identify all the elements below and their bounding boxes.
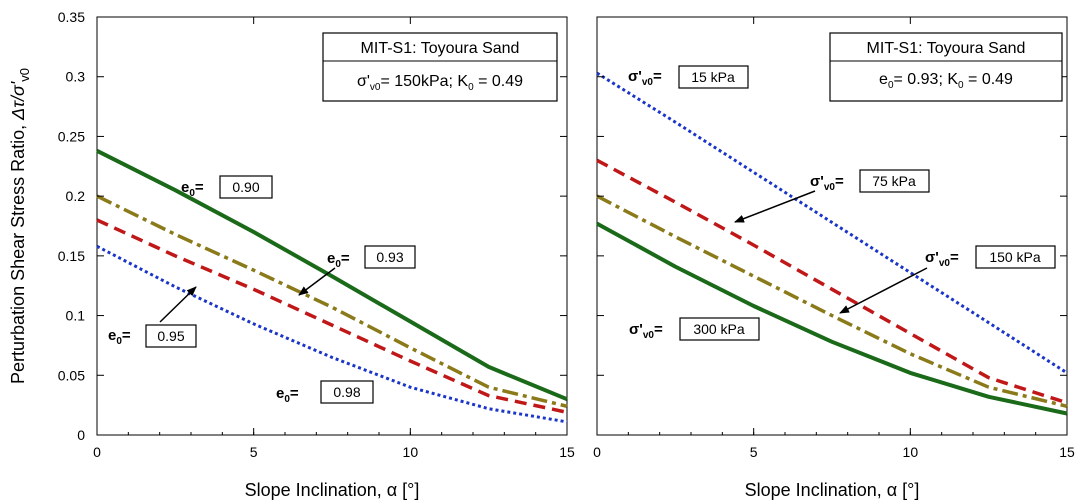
series-line-150-kpa [596, 194, 1068, 409]
label-e0-098: e0= 0.98 [276, 380, 374, 405]
svg-text:MIT-S1: Toyoura Sand: MIT-S1: Toyoura Sand [867, 40, 1026, 57]
x-tick-label: 10 [403, 444, 419, 460]
svg-text:150 kPa: 150 kPa [989, 249, 1041, 265]
y-tick-label: 0.35 [58, 9, 85, 25]
svg-text:σ'v0=: σ'v0= [925, 249, 959, 269]
label-sigma-150kpa: σ'v0= 150 kPa [839, 245, 1056, 314]
series-line-75-kpa [596, 158, 1068, 405]
x-tick-label: 0 [593, 444, 601, 460]
svg-text:0.90: 0.90 [232, 179, 259, 195]
x-tick-label: 10 [903, 444, 919, 460]
svg-text:e0=: e0= [181, 179, 204, 199]
right-panel: 0 5 10 15 Slope Inclination, α [°] MIT-S1: … [593, 16, 1075, 500]
y-tick-label: 0.15 [58, 248, 85, 264]
label-e0-093: e0= 0.93 [298, 245, 416, 296]
svg-text:σ'v0=: σ'v0= [629, 321, 663, 341]
label-sigma-15kpa: σ'v0= 15 kPa [628, 65, 749, 89]
series-line-0.93 [96, 194, 568, 409]
series-line-0.95 [96, 218, 568, 415]
label-e0-095: e0= 0.95 [108, 286, 197, 348]
svg-text:MIT-S1: Toyoura Sand: MIT-S1: Toyoura Sand [361, 40, 520, 57]
left-series-lines [96, 149, 568, 424]
right-info-box: MIT-S1: Toyoura Sand e0= 0.93; K0 = 0.49 [829, 32, 1063, 102]
svg-text:e0=: e0= [276, 385, 299, 405]
label-sigma-300kpa: σ'v0= 300 kPa [629, 317, 760, 341]
svg-text:75 kPa: 75 kPa [872, 173, 916, 189]
left-info-box: MIT-S1: Toyoura Sand σ'v0= 150kPa; K0 = … [322, 32, 558, 102]
svg-text:0.98: 0.98 [333, 384, 360, 400]
svg-text:e0=: e0= [327, 250, 350, 270]
y-tick-label: 0.2 [66, 188, 86, 204]
label-e0-090: e0= 0.90 [181, 175, 273, 199]
svg-text:0.93: 0.93 [376, 249, 403, 265]
y-tick-label: 0.1 [66, 308, 86, 324]
right-x-axis-label: Slope Inclination, α [°] [745, 480, 920, 500]
x-tick-label: 15 [559, 444, 575, 460]
series-line-15-kpa [596, 71, 1068, 375]
x-tick-label: 0 [93, 444, 101, 460]
x-tick-label: 5 [750, 444, 758, 460]
svg-text:15 kPa: 15 kPa [691, 69, 735, 85]
left-panel: 0 5 10 15 0 0.05 0.1 0.15 0.2 0.25 0.3 0.35 Perturb… [8, 9, 575, 500]
series-line-300-kpa [596, 221, 1068, 416]
x-tick-label: 5 [250, 444, 258, 460]
svg-text:σ'v0=: σ'v0= [628, 68, 662, 88]
y-tick-label: 0.25 [58, 128, 85, 144]
svg-text:σ'v0=: σ'v0= [810, 173, 844, 193]
svg-text:e0= 0.93; K0 = 0.49: e0= 0.93; K0 = 0.49 [879, 71, 1013, 91]
right-series-lines [596, 71, 1068, 416]
y-tick-label: 0.3 [66, 69, 86, 85]
left-x-axis-label: Slope Inclination, α [°] [245, 480, 420, 500]
svg-text:e0=: e0= [108, 327, 131, 347]
svg-text:300 kPa: 300 kPa [693, 321, 745, 337]
y-tick-label: 0.05 [58, 367, 85, 383]
svg-text:0.95: 0.95 [157, 328, 184, 344]
y-tick-label: 0 [77, 427, 85, 443]
x-tick-label: 15 [1059, 444, 1075, 460]
y-axis-label: Perturbation Shear Stress Ratio, Δτ/σ'v0 [8, 68, 32, 384]
svg-text:σ'v0= 150kPa; K0 = 0.49: σ'v0= 150kPa; K0 = 0.49 [357, 73, 523, 93]
series-line-0.98 [96, 244, 568, 424]
series-line-0.90 [96, 149, 568, 402]
label-sigma-75kpa: σ'v0= 75 kPa [734, 169, 930, 223]
